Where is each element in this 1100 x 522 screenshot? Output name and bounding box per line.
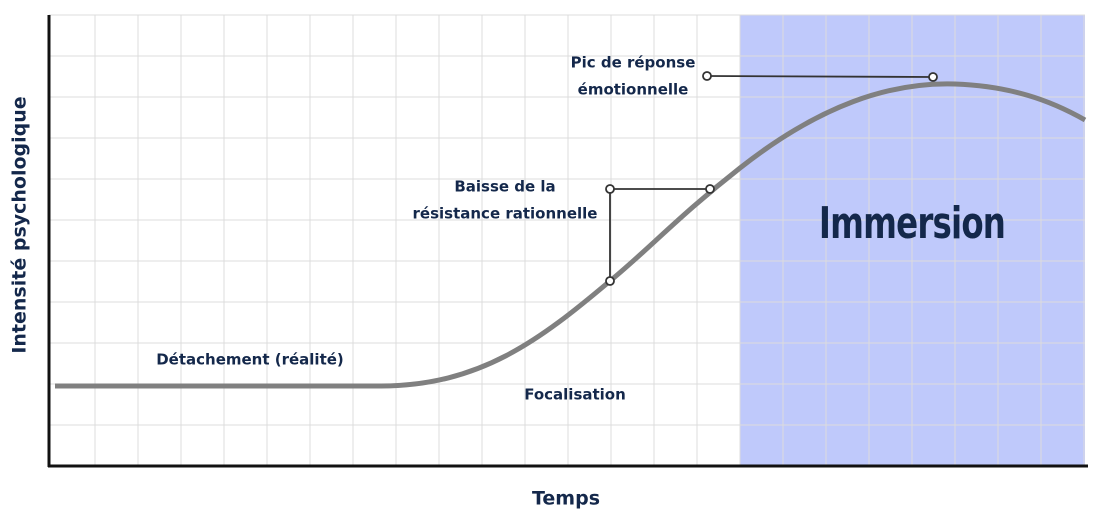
annotation: Pic de réponse <box>571 54 696 72</box>
annotation: émotionnelle <box>578 81 689 99</box>
curve <box>55 81 1087 389</box>
phase-label: Détachement (réalité) <box>156 351 344 369</box>
annotation: Baisse de la <box>454 178 555 196</box>
x-axis-label: Temps <box>532 488 600 510</box>
y-axis-label: Intensité psychologique <box>9 96 31 353</box>
grid <box>49 14 1085 466</box>
phase-label: Focalisation <box>524 386 626 404</box>
zone-label: Immersion <box>819 199 1005 249</box>
annotation: résistance rationnelle <box>413 205 598 223</box>
callouts <box>605 71 938 286</box>
